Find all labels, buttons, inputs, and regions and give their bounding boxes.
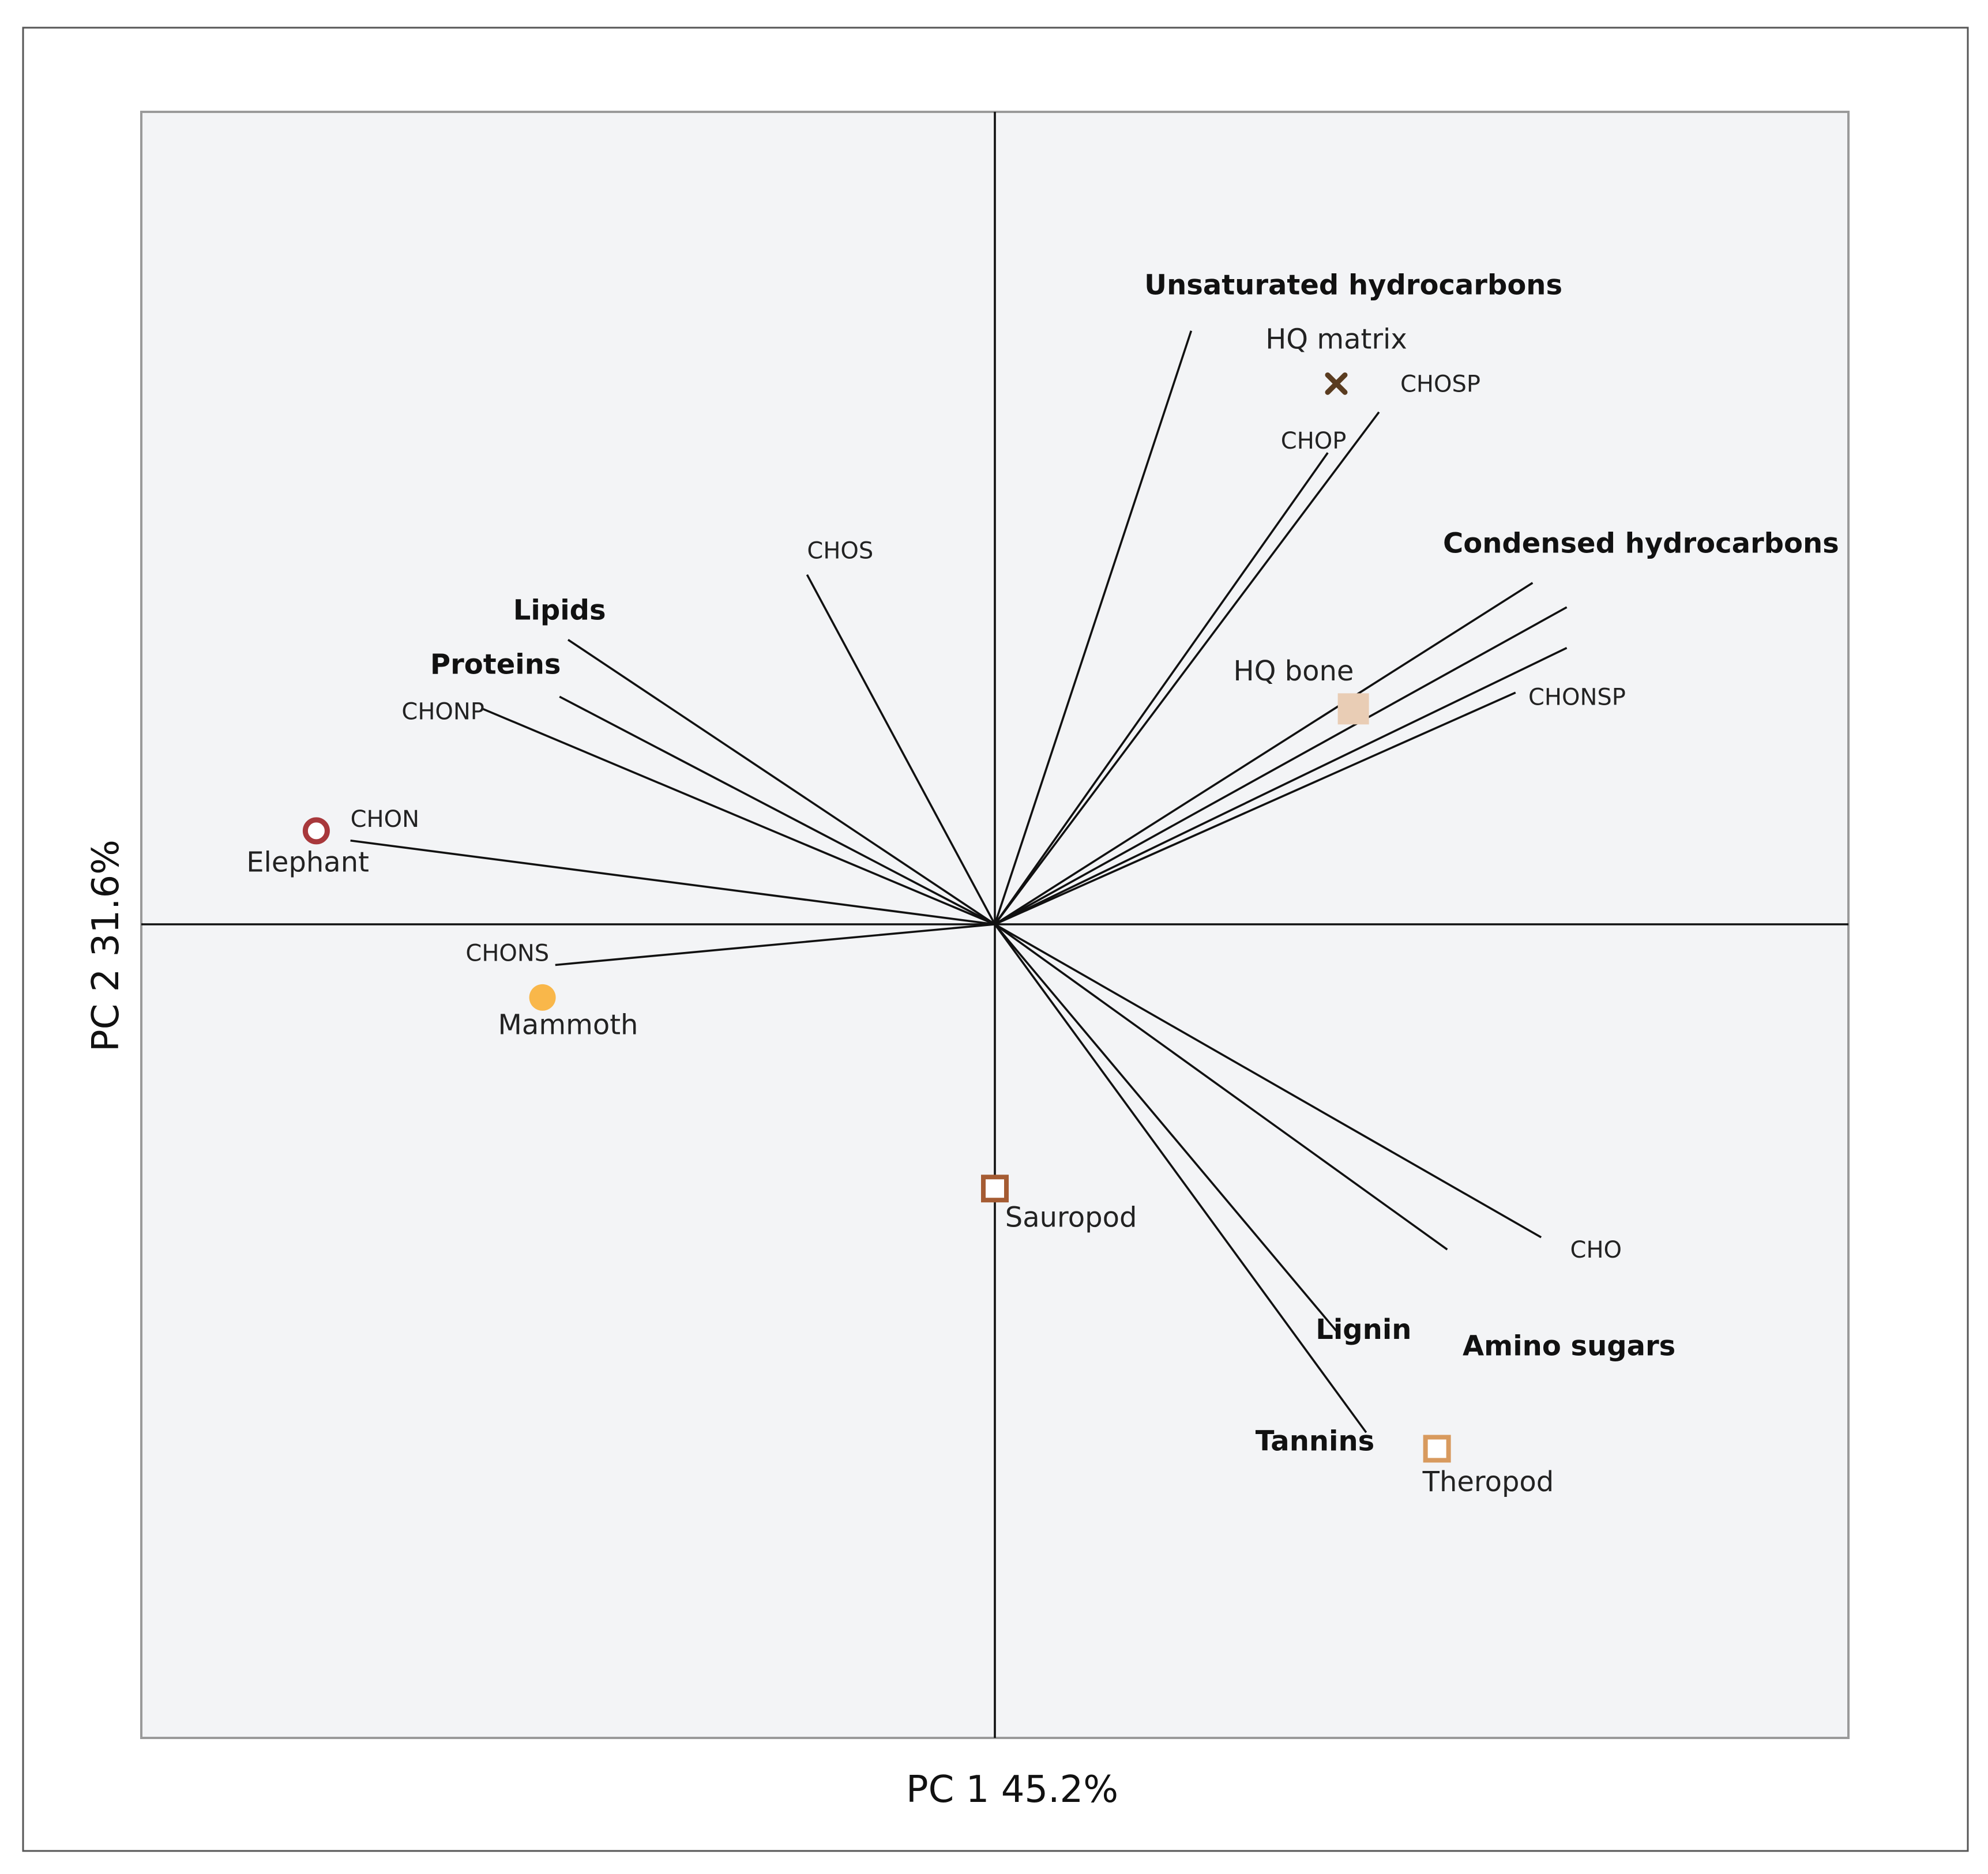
loading-line-chos (806, 574, 996, 925)
loading-line-chon (350, 839, 995, 925)
loading-label-chosp: CHOSP (1400, 371, 1480, 397)
loading-line-chons (555, 923, 995, 966)
loading-line-unlabeled-5 (994, 646, 1568, 925)
loading-line-tannins (994, 923, 1367, 1433)
loading-label-lipids: Lipids (513, 594, 606, 626)
sample-marker-hq-matrix (1325, 372, 1348, 395)
loading-label-chonsp: CHONSP (1528, 684, 1626, 710)
loading-line-unsaturated-hydrocarbons (994, 330, 1193, 925)
loading-label-chonp: CHONP (401, 699, 484, 725)
loading-line-amino-sugars (994, 923, 1448, 1251)
sample-marker-mammoth (529, 984, 556, 1011)
samples-layer (302, 372, 1451, 1463)
loading-label-chons: CHONS (465, 940, 549, 966)
loading-line-condensed-hydrocarbons (994, 582, 1534, 925)
loading-label-lignin: Lignin (1316, 1314, 1411, 1346)
loading-label-chon: CHON (351, 806, 419, 833)
loading-label-unsaturated-hydrocarbons: Unsaturated hydrocarbons (1144, 269, 1562, 301)
loading-label-amino-sugars: Amino sugars (1463, 1330, 1675, 1362)
sample-label-mammoth: Mammoth (498, 1009, 638, 1041)
sample-labels-layer: HQ matrix HQ bone Elephant Mammoth Sauropod T… (246, 323, 1554, 1498)
loading-line-lipids (568, 639, 995, 925)
sample-label-elephant: Elephant (246, 846, 369, 878)
loading-label-cho: CHO (1570, 1237, 1622, 1263)
loading-labels-layer: Unsaturated hydrocarbons CHOSP CHOP Condens… (351, 269, 1839, 1457)
loading-line-chonp (482, 708, 995, 925)
sample-marker-hq-bone (1337, 693, 1369, 725)
loading-line-cho (994, 923, 1542, 1239)
loading-label-chos: CHOS (807, 538, 873, 565)
loading-label-chop: CHOP (1281, 428, 1347, 454)
loading-line-chop (994, 452, 1329, 925)
loadings-layer (350, 330, 1568, 1433)
loading-line-proteins (559, 695, 995, 925)
sample-label-sauropod: Sauropod (1005, 1202, 1137, 1234)
loading-line-chosp (994, 411, 1380, 925)
y-axis-title: PC 2 31.6% (85, 840, 127, 1052)
x-axis-title: PC 1 45.2% (906, 1768, 1118, 1811)
sample-label-hq-bone: HQ bone (1234, 655, 1354, 687)
loading-label-condensed-hydrocarbons: Condensed hydrocarbons (1443, 528, 1839, 560)
sample-marker-elephant (302, 817, 330, 845)
loading-label-proteins: Proteins (430, 649, 561, 681)
sample-label-hq-matrix: HQ matrix (1265, 323, 1407, 356)
sample-label-theropod: Theropod (1422, 1466, 1554, 1498)
loading-label-tannins: Tannins (1256, 1425, 1374, 1457)
loading-line-unlabeled-4 (994, 606, 1568, 925)
sample-marker-theropod (1423, 1435, 1451, 1463)
loading-line-lignin (994, 923, 1337, 1332)
loading-line-chonsp (994, 691, 1516, 925)
sample-marker-sauropod (981, 1175, 1009, 1203)
